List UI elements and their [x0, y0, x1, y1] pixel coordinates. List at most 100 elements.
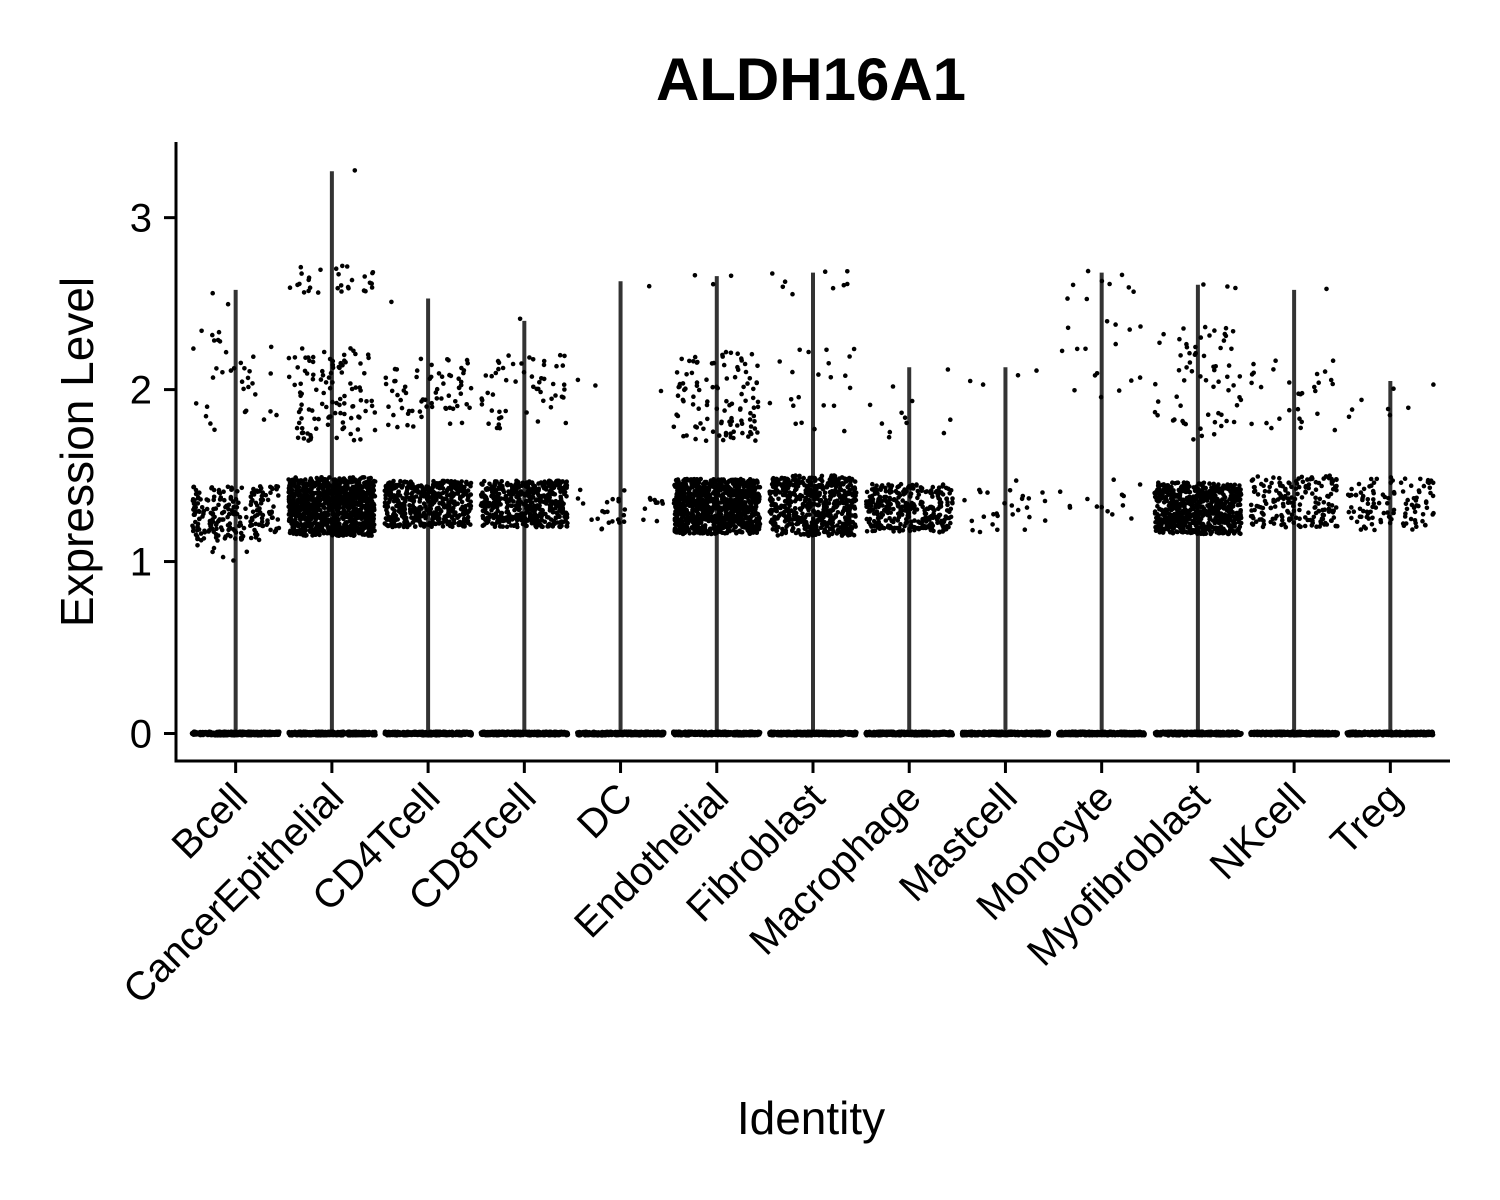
- data-point: [336, 272, 341, 277]
- data-point: [324, 404, 329, 410]
- zero-point: [261, 730, 267, 736]
- zero-point: [307, 730, 313, 736]
- data-point: [519, 361, 524, 366]
- data-point: [317, 525, 323, 531]
- data-point: [557, 352, 563, 358]
- data-point: [516, 495, 521, 500]
- data-point: [564, 524, 570, 529]
- zero-point: [251, 731, 258, 737]
- zero-point: [689, 730, 695, 736]
- data-point: [212, 514, 217, 520]
- data-point: [198, 497, 203, 502]
- data-point: [434, 386, 440, 392]
- data-point: [239, 485, 245, 491]
- data-point: [254, 503, 260, 508]
- data-point: [298, 381, 304, 387]
- data-point: [461, 518, 467, 524]
- data-point: [390, 524, 395, 530]
- data-point: [560, 363, 566, 368]
- data-point: [508, 514, 514, 519]
- data-point: [307, 285, 313, 291]
- data-point: [234, 504, 240, 510]
- data-point: [528, 499, 533, 504]
- data-point: [444, 487, 450, 493]
- data-point: [196, 527, 202, 532]
- zero-point: [633, 730, 640, 736]
- data-point: [327, 385, 333, 391]
- data-point: [369, 398, 375, 404]
- data-point: [410, 497, 416, 502]
- data-point: [490, 504, 496, 509]
- data-point: [446, 393, 452, 399]
- data-point: [430, 493, 435, 499]
- data-point: [563, 420, 569, 426]
- data-point: [318, 267, 323, 273]
- data-point: [529, 374, 535, 379]
- data-point: [357, 415, 362, 420]
- data-point: [242, 366, 247, 371]
- data-point: [330, 365, 336, 371]
- data-point: [339, 289, 344, 294]
- data-point: [605, 509, 610, 515]
- data-point: [344, 264, 350, 269]
- zero-point: [590, 731, 597, 737]
- zero-point: [394, 731, 400, 737]
- data-point: [537, 503, 542, 508]
- chart-title: ALDH16A1: [656, 46, 966, 113]
- data-point: [589, 517, 594, 522]
- data-point: [517, 316, 523, 322]
- data-point: [437, 511, 442, 517]
- data-point: [212, 427, 217, 433]
- data-point: [248, 494, 254, 500]
- data-point: [517, 506, 522, 512]
- data-point: [389, 299, 394, 305]
- data-point: [396, 508, 402, 514]
- zero-point: [221, 732, 227, 738]
- data-point: [395, 392, 400, 398]
- data-point: [292, 355, 298, 360]
- data-point: [541, 485, 547, 490]
- data-point: [274, 484, 279, 489]
- data-point: [197, 516, 202, 522]
- data-point: [465, 481, 470, 487]
- data-point: [193, 505, 198, 510]
- data-point: [372, 410, 378, 415]
- data-point: [370, 486, 376, 492]
- data-point: [193, 532, 199, 537]
- zero-point: [644, 730, 650, 737]
- data-point: [310, 359, 316, 365]
- data-point: [542, 519, 548, 524]
- data-point: [410, 490, 415, 495]
- data-point: [321, 504, 326, 510]
- zero-point: [599, 731, 605, 737]
- data-point: [439, 374, 445, 380]
- data-point: [410, 408, 415, 414]
- data-point: [416, 483, 422, 489]
- data-point: [264, 522, 270, 527]
- data-point: [362, 480, 368, 486]
- data-point: [310, 528, 316, 533]
- zero-point: [272, 731, 278, 737]
- zero-point: [209, 732, 215, 738]
- data-point: [595, 516, 600, 522]
- data-point: [366, 496, 371, 502]
- data-point: [439, 484, 444, 490]
- data-point: [500, 524, 506, 529]
- data-point: [299, 416, 304, 421]
- data-point: [504, 481, 510, 487]
- data-point: [580, 501, 586, 506]
- data-point: [208, 421, 213, 426]
- zero-point: [660, 732, 666, 738]
- data-point: [437, 516, 442, 522]
- data-point: [336, 364, 342, 370]
- data-point: [500, 365, 506, 371]
- data-point: [358, 437, 363, 442]
- data-point: [328, 483, 333, 488]
- data-point: [429, 362, 434, 368]
- zero-point: [488, 729, 494, 735]
- data-point: [368, 522, 374, 527]
- data-point: [345, 504, 350, 510]
- data-point: [341, 352, 347, 358]
- data-point: [536, 386, 541, 392]
- data-point: [407, 503, 412, 508]
